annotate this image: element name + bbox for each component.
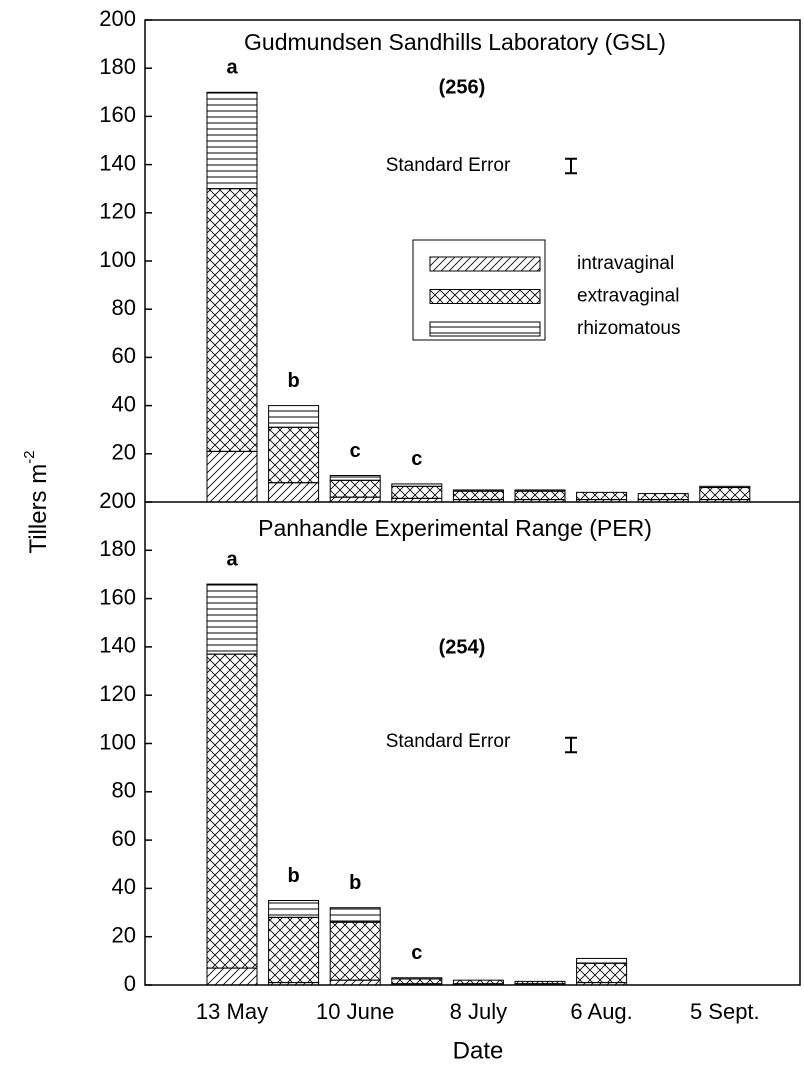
y-axis-label: Tillers m-2: [21, 450, 52, 553]
y-axis-label-sup: -2: [21, 450, 38, 463]
bar-segment: [206, 653, 258, 969]
x-tick-label: 13 May: [196, 999, 268, 1024]
y-tick-label: 60: [112, 343, 136, 368]
x-tick-label: 6 Aug.: [570, 999, 632, 1024]
bar-segment: [391, 485, 443, 499]
panel-title: Panhandle Experimental Range (PER): [258, 515, 652, 541]
bar-segment: [576, 962, 628, 984]
bar-segment: [699, 485, 751, 489]
bar-segment: [206, 450, 258, 503]
legend-swatch: [429, 289, 541, 304]
bar-segment: [268, 916, 320, 984]
y-tick-label: 60: [112, 826, 136, 851]
y-tick-label: 100: [99, 729, 136, 754]
bar-segment: [268, 426, 320, 484]
bar-segment: [268, 405, 320, 428]
x-tick-label: 5 Sept.: [690, 999, 760, 1024]
x-tick-label: 10 June: [316, 999, 394, 1024]
annotation: (254): [439, 636, 486, 658]
annotation: Standard Error: [386, 155, 511, 176]
standard-error-bar: [565, 157, 577, 175]
significance-letter: c: [411, 942, 422, 964]
standard-error-bar: [565, 736, 577, 754]
y-tick-label: 100: [99, 247, 136, 272]
y-tick-label: 40: [112, 874, 136, 899]
y-tick-label: 20: [112, 923, 136, 948]
y-tick-label: 200: [99, 488, 136, 513]
y-tick-label: 40: [112, 391, 136, 416]
y-tick-label: 160: [99, 102, 136, 127]
legend-swatch: [429, 256, 541, 272]
y-tick-label: 120: [99, 681, 136, 706]
bar-segment: [391, 497, 443, 503]
significance-letter: a: [226, 57, 238, 79]
bar-segment: [329, 479, 381, 498]
bar-segment: [268, 482, 320, 503]
significance-letter: b: [349, 872, 361, 894]
bar-segment: [268, 899, 320, 918]
y-axis-label-text: Tillers m: [25, 464, 52, 554]
significance-letter: b: [287, 370, 299, 392]
bar-segment: [452, 979, 504, 985]
bar-segment: [329, 979, 381, 986]
bar-segment: [329, 496, 381, 503]
legend-label: intravaginal: [577, 253, 674, 274]
bar-segment: [329, 921, 381, 981]
y-tick-label: 140: [99, 633, 136, 658]
legend-label: rhizomatous: [577, 318, 681, 339]
bar-segment: [576, 957, 628, 964]
bar-segment: [391, 483, 443, 487]
bar-segment: [206, 91, 258, 190]
y-tick-label: 80: [112, 778, 136, 803]
bar-segment: [391, 977, 443, 980]
y-tick-label: 120: [99, 199, 136, 224]
bar-segment: [329, 474, 381, 481]
y-tick-label: 20: [112, 440, 136, 465]
bar-segment: [576, 491, 628, 501]
bar-segment: [206, 188, 258, 452]
x-axis-label: Date: [453, 1037, 504, 1064]
y-tick-label: 140: [99, 150, 136, 175]
y-tick-label: 0: [124, 971, 136, 996]
x-tick-label: 8 July: [450, 999, 507, 1024]
bar-segment: [452, 490, 504, 501]
y-tick-label: 160: [99, 584, 136, 609]
bar-segment: [206, 967, 258, 986]
bar-segment: [514, 490, 566, 501]
bar-segment: [206, 583, 258, 655]
y-tick-label: 80: [112, 295, 136, 320]
y-tick-label: 180: [99, 54, 136, 79]
legend-swatch: [429, 321, 541, 337]
legend-label: extravaginal: [577, 286, 679, 307]
bar-segment: [699, 487, 751, 501]
significance-letter: c: [350, 440, 361, 462]
bar-segment: [514, 489, 566, 492]
y-tick-label: 180: [99, 536, 136, 561]
panel-title: Gudmundsen Sandhills Laboratory (GSL): [244, 29, 666, 55]
bar-segment: [391, 978, 443, 985]
significance-letter: c: [411, 448, 422, 470]
bar-segment: [514, 980, 566, 985]
bar-segment: [637, 493, 689, 501]
annotation: (256): [439, 76, 486, 98]
significance-letter: a: [226, 548, 238, 570]
annotation: Standard Error: [386, 731, 511, 752]
y-tick-label: 200: [99, 6, 136, 31]
bar-segment: [452, 489, 504, 492]
significance-letter: b: [287, 865, 299, 887]
bar-segment: [329, 907, 381, 923]
